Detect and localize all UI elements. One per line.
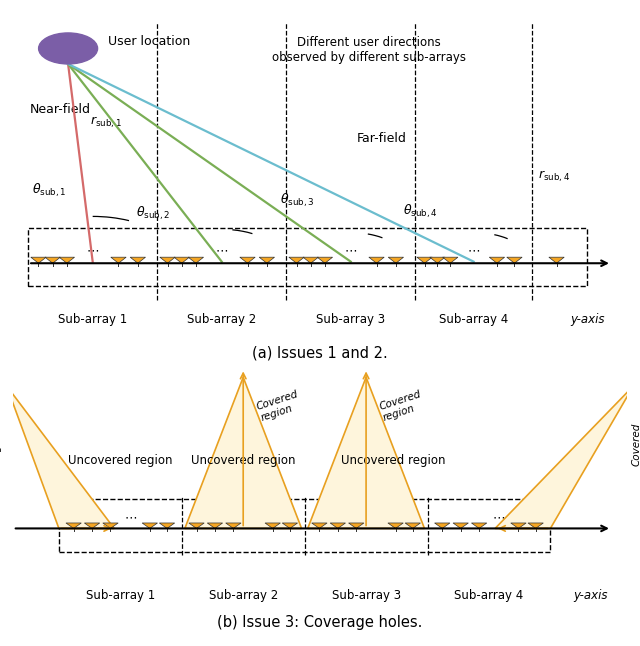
Text: (a) Issues 1 and 2.: (a) Issues 1 and 2. bbox=[252, 346, 388, 360]
Text: Sub-array 2: Sub-array 2 bbox=[187, 313, 257, 326]
Polygon shape bbox=[417, 257, 432, 264]
Polygon shape bbox=[189, 523, 204, 528]
Polygon shape bbox=[111, 257, 126, 264]
Text: $\theta_{\mathsf{sub,1}}$: $\theta_{\mathsf{sub,1}}$ bbox=[33, 182, 67, 199]
Text: $\cdots$: $\cdots$ bbox=[492, 510, 506, 523]
Polygon shape bbox=[207, 523, 223, 528]
Text: Sub-array 4: Sub-array 4 bbox=[454, 589, 524, 602]
Polygon shape bbox=[388, 257, 404, 264]
Text: User location: User location bbox=[108, 36, 190, 48]
Polygon shape bbox=[66, 523, 81, 528]
Text: Uncovered region: Uncovered region bbox=[191, 453, 296, 466]
Text: Sub-array 2: Sub-array 2 bbox=[209, 589, 278, 602]
Polygon shape bbox=[330, 523, 346, 528]
Text: $r_{\mathsf{sub,4}}$: $r_{\mathsf{sub,4}}$ bbox=[538, 169, 570, 183]
Text: Uncovered region: Uncovered region bbox=[68, 453, 173, 466]
Text: (b) Issue 3: Coverage holes.: (b) Issue 3: Coverage holes. bbox=[218, 615, 422, 630]
Polygon shape bbox=[142, 523, 157, 528]
Text: Uncovered region: Uncovered region bbox=[342, 453, 446, 466]
Polygon shape bbox=[308, 377, 424, 528]
Polygon shape bbox=[185, 377, 301, 528]
Polygon shape bbox=[549, 257, 564, 264]
Polygon shape bbox=[159, 523, 175, 528]
Polygon shape bbox=[31, 257, 46, 264]
Text: Covered
region: Covered region bbox=[632, 422, 640, 466]
Text: Covered
region: Covered region bbox=[378, 389, 426, 423]
Text: $r_{\mathsf{sub,1}}$: $r_{\mathsf{sub,1}}$ bbox=[90, 115, 122, 130]
Polygon shape bbox=[289, 257, 304, 264]
Polygon shape bbox=[507, 257, 522, 264]
Polygon shape bbox=[265, 523, 280, 528]
Polygon shape bbox=[388, 523, 403, 528]
Polygon shape bbox=[429, 257, 445, 264]
Polygon shape bbox=[511, 523, 526, 528]
Polygon shape bbox=[130, 257, 145, 264]
Text: $\cdots$: $\cdots$ bbox=[369, 510, 383, 523]
Polygon shape bbox=[240, 257, 255, 264]
Polygon shape bbox=[405, 523, 420, 528]
Polygon shape bbox=[174, 257, 189, 264]
Text: Sub-array 3: Sub-array 3 bbox=[332, 589, 401, 602]
Text: Sub-array 1: Sub-array 1 bbox=[58, 313, 127, 326]
Bar bbox=[59, 499, 550, 552]
Polygon shape bbox=[6, 386, 114, 528]
Polygon shape bbox=[528, 523, 543, 528]
Text: $\cdots$: $\cdots$ bbox=[215, 244, 228, 257]
Text: Sub-array 4: Sub-array 4 bbox=[439, 313, 508, 326]
Text: y-axis: y-axis bbox=[570, 313, 605, 326]
Text: Different user directions
observed by different sub-arrays: Different user directions observed by di… bbox=[272, 36, 466, 63]
Text: $\theta_{\mathsf{sub,4}}$: $\theta_{\mathsf{sub,4}}$ bbox=[403, 203, 438, 220]
Text: y-axis: y-axis bbox=[573, 589, 607, 602]
Polygon shape bbox=[369, 257, 384, 264]
Polygon shape bbox=[226, 523, 241, 528]
Circle shape bbox=[38, 33, 97, 64]
Text: $\cdots$: $\cdots$ bbox=[86, 244, 99, 257]
Polygon shape bbox=[312, 523, 327, 528]
Polygon shape bbox=[188, 257, 204, 264]
Text: $\cdots$: $\cdots$ bbox=[344, 244, 357, 257]
Polygon shape bbox=[317, 257, 333, 264]
Text: Far-field: Far-field bbox=[357, 132, 407, 145]
Text: Sub-array 1: Sub-array 1 bbox=[86, 589, 155, 602]
Text: $\theta_{\mathsf{sub,3}}$: $\theta_{\mathsf{sub,3}}$ bbox=[280, 192, 315, 209]
Polygon shape bbox=[472, 523, 487, 528]
Bar bbox=[28, 228, 588, 286]
Text: $\theta_{\mathsf{sub,2}}$: $\theta_{\mathsf{sub,2}}$ bbox=[136, 205, 170, 222]
Text: Covered
region: Covered region bbox=[255, 389, 303, 423]
Polygon shape bbox=[160, 257, 175, 264]
Polygon shape bbox=[435, 523, 450, 528]
Text: Covered
region: Covered region bbox=[0, 422, 2, 466]
Polygon shape bbox=[453, 523, 468, 528]
Polygon shape bbox=[45, 257, 60, 264]
Polygon shape bbox=[84, 523, 100, 528]
Polygon shape bbox=[303, 257, 319, 264]
Polygon shape bbox=[495, 386, 634, 528]
Text: $\cdots$: $\cdots$ bbox=[124, 510, 137, 523]
Text: $\cdots$: $\cdots$ bbox=[246, 510, 260, 523]
Polygon shape bbox=[103, 523, 118, 528]
Polygon shape bbox=[349, 523, 364, 528]
Polygon shape bbox=[489, 257, 504, 264]
Text: $\cdots$: $\cdots$ bbox=[467, 244, 480, 257]
Text: Near-field: Near-field bbox=[29, 103, 90, 116]
Polygon shape bbox=[282, 523, 298, 528]
Text: Sub-array 3: Sub-array 3 bbox=[316, 313, 385, 326]
Polygon shape bbox=[443, 257, 458, 264]
Polygon shape bbox=[259, 257, 275, 264]
Polygon shape bbox=[59, 257, 74, 264]
